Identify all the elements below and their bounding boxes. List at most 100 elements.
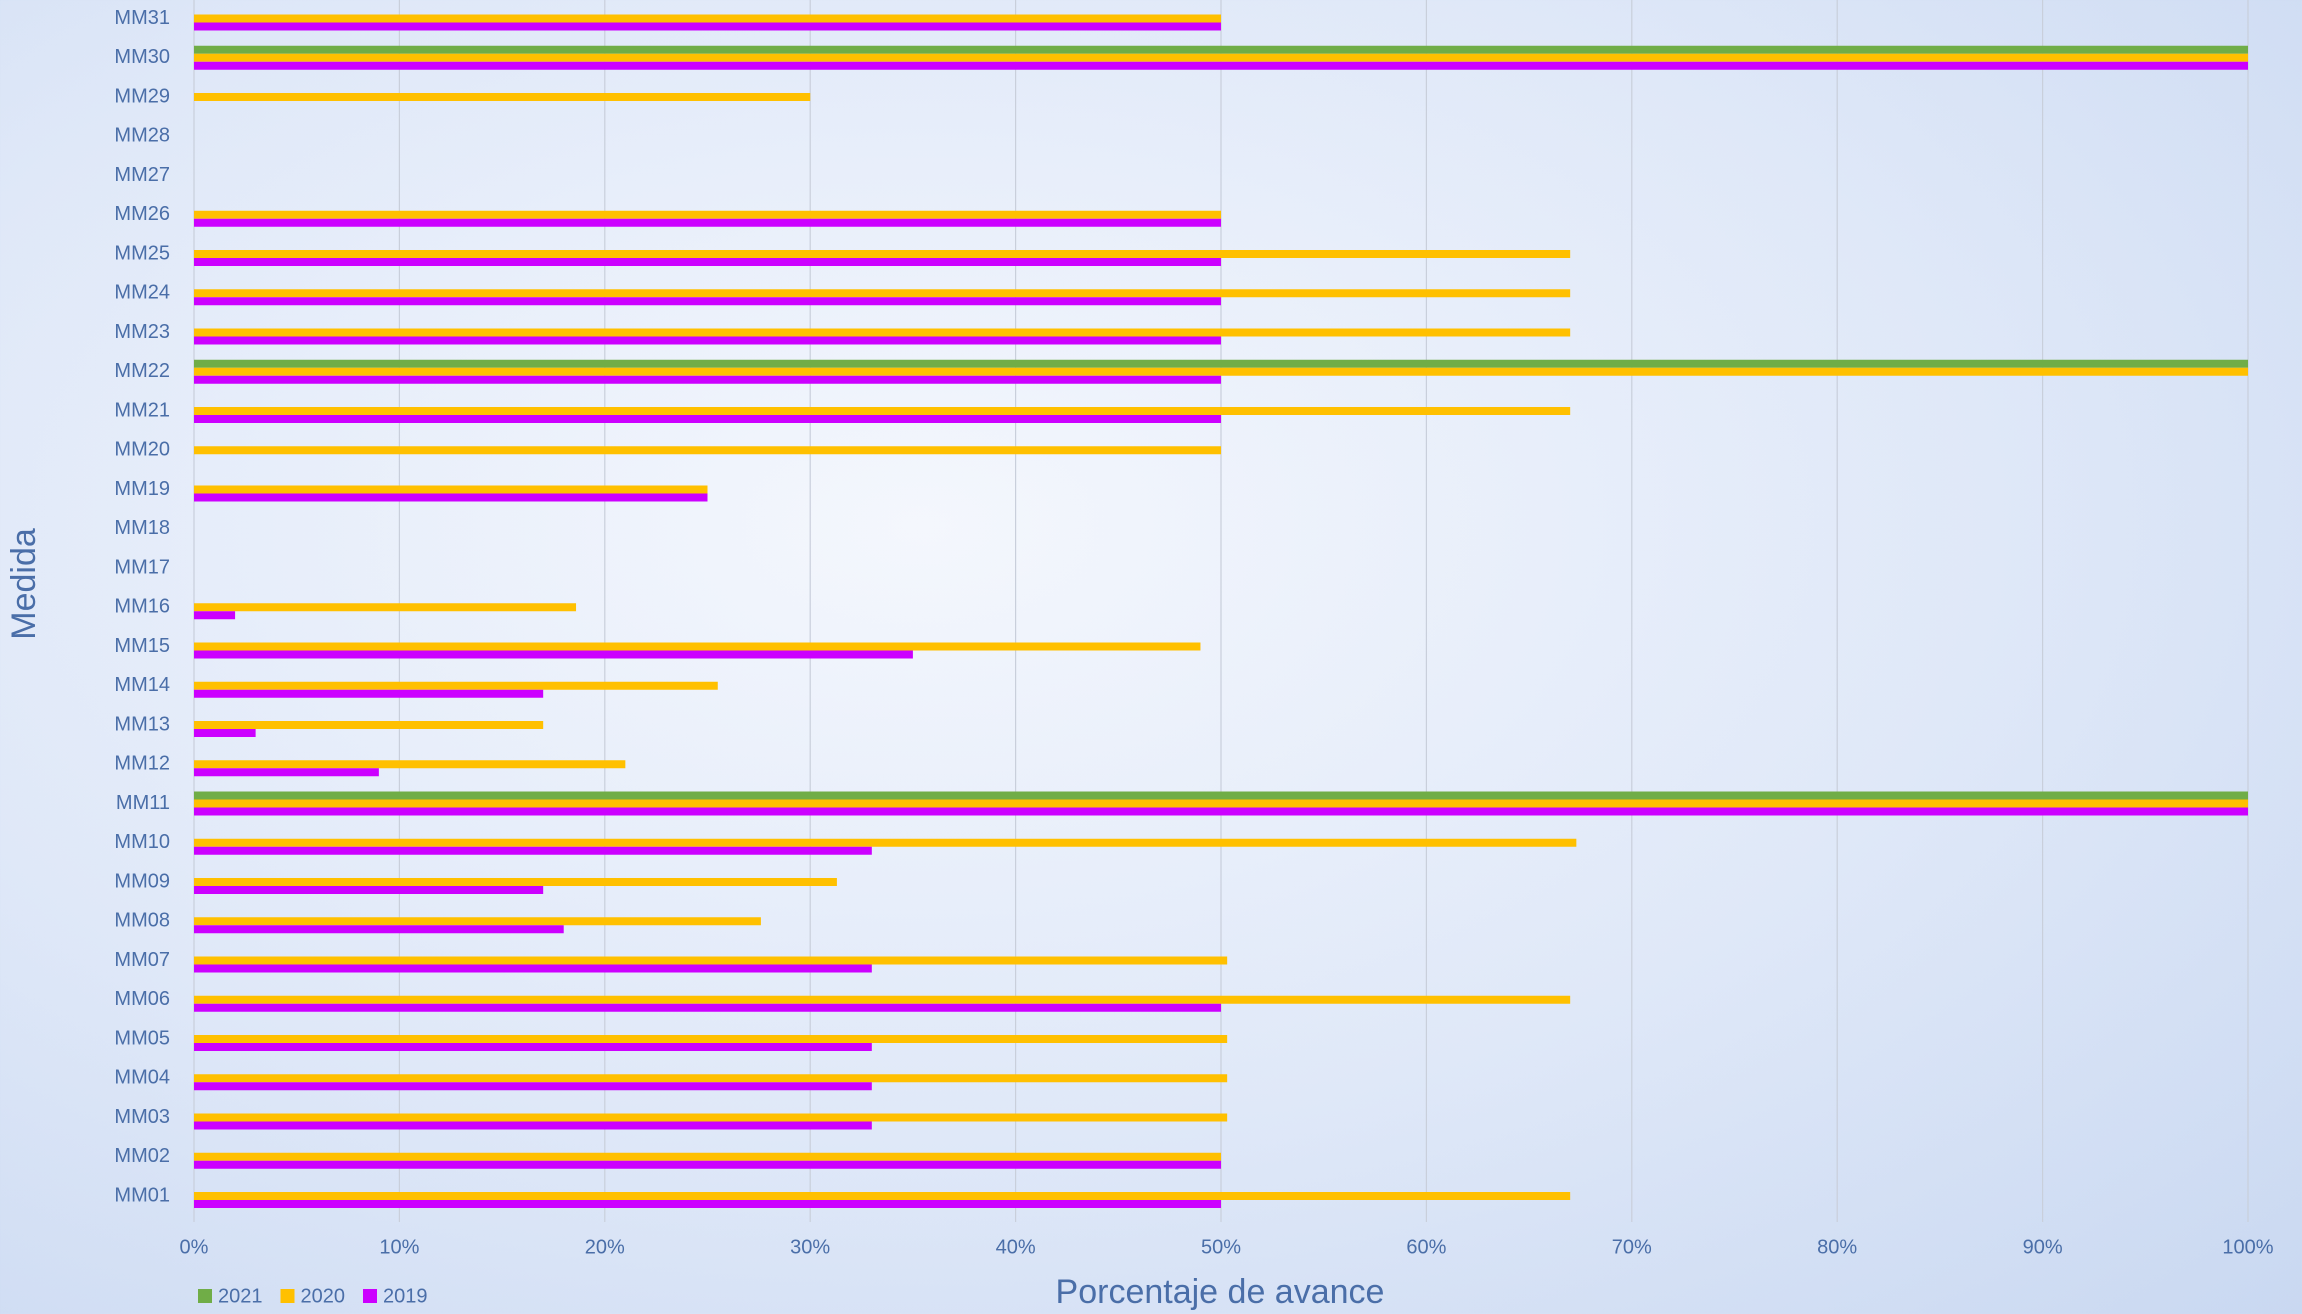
y-tick-label: MM22 (114, 360, 170, 382)
y-tick-label: MM16 (114, 596, 170, 618)
bar (194, 681, 718, 690)
x-tick-label: 10% (379, 1236, 419, 1258)
bar (194, 964, 872, 973)
bar (194, 846, 872, 855)
y-tick-label: MM17 (114, 556, 170, 578)
y-tick-label: MM11 (116, 792, 170, 814)
y-tick-label: MM10 (114, 831, 170, 853)
bar (194, 297, 1221, 306)
y-tick-label: MM23 (114, 321, 170, 343)
y-tick-label: MM08 (114, 910, 170, 932)
x-tick-label: 80% (1817, 1236, 1857, 1258)
y-tick-label: MM24 (114, 282, 170, 304)
bar (194, 995, 1571, 1004)
y-tick-label: MM21 (114, 399, 170, 421)
y-tick-label: MM27 (114, 164, 170, 186)
x-tick-label: 100% (2222, 1236, 2273, 1258)
legend-swatch (280, 1289, 295, 1303)
bar (194, 768, 379, 777)
x-axis-title: Porcentaje de avance (1056, 1273, 1385, 1311)
bar (194, 53, 2248, 62)
x-tick-label: 90% (2023, 1236, 2063, 1258)
bar (194, 917, 761, 926)
y-tick-label: MM07 (114, 949, 170, 971)
x-tick-label: 0% (180, 1236, 209, 1258)
bar (194, 1192, 1571, 1200)
bar (194, 925, 564, 934)
bar (194, 1200, 1221, 1208)
bar (194, 689, 544, 698)
bar (194, 1121, 872, 1130)
y-tick-label: MM26 (114, 203, 170, 225)
y-tick-label: MM03 (114, 1106, 170, 1128)
y-tick-label: MM18 (114, 517, 170, 539)
legend-label: 2020 (301, 1285, 346, 1307)
bar (194, 807, 2248, 816)
bar (194, 878, 837, 886)
y-tick-label: MM19 (114, 478, 170, 500)
y-tick-label: MM15 (114, 635, 170, 657)
bar (194, 721, 544, 729)
bar (194, 956, 1228, 965)
bar (194, 375, 1221, 384)
bar (194, 729, 256, 737)
bar (194, 250, 1571, 258)
y-axis-title: Medida (5, 528, 43, 640)
bar (194, 838, 1577, 847)
bar (194, 642, 1201, 651)
y-tick-label: MM04 (114, 1067, 170, 1089)
legend-label: 2019 (383, 1285, 428, 1307)
bar (194, 603, 577, 612)
bar (194, 61, 2248, 70)
bar (194, 493, 708, 502)
y-tick-label: MM30 (114, 46, 170, 68)
y-tick-label: MM02 (114, 1145, 170, 1167)
bar (194, 1043, 872, 1051)
bar (194, 1160, 1221, 1169)
legend-swatch (363, 1289, 377, 1303)
bar (194, 1082, 872, 1091)
bar (194, 1074, 1228, 1083)
bar (194, 791, 2248, 800)
bar (194, 407, 1571, 415)
x-tick-label: 20% (585, 1236, 625, 1258)
y-tick-label: MM09 (114, 870, 170, 892)
bar (194, 218, 1221, 227)
bar (194, 14, 1221, 23)
y-tick-label: MM28 (114, 125, 170, 147)
y-tick-label: MM29 (114, 85, 170, 107)
bar (194, 93, 811, 101)
y-tick-label: MM20 (114, 439, 170, 461)
bar (194, 22, 1221, 31)
bar (194, 210, 1221, 219)
x-tick-label: 40% (996, 1236, 1036, 1258)
x-tick-label: 30% (790, 1236, 830, 1258)
bar (194, 485, 708, 494)
bar (194, 1152, 1221, 1161)
bar (194, 446, 1221, 455)
bar (194, 650, 913, 659)
bar (194, 328, 1571, 337)
bar (194, 1003, 1221, 1012)
y-tick-label: MM12 (114, 753, 170, 775)
bar (194, 799, 2248, 808)
bar (194, 415, 1221, 423)
bar (194, 258, 1221, 266)
bar (194, 760, 626, 769)
y-tick-label: MM31 (114, 7, 170, 29)
bar (194, 886, 544, 894)
bar (194, 1035, 1228, 1043)
y-tick-label: MM06 (114, 988, 170, 1010)
bar (194, 289, 1571, 298)
legend-swatch (198, 1289, 212, 1303)
x-tick-label: 70% (1612, 1236, 1652, 1258)
y-tick-label: MM13 (114, 713, 170, 735)
bar (194, 359, 2248, 368)
x-tick-label: 50% (1201, 1236, 1241, 1258)
y-tick-label: MM25 (114, 242, 170, 264)
y-tick-label: MM05 (114, 1027, 170, 1049)
bar (194, 611, 236, 620)
y-tick-label: MM14 (114, 674, 170, 696)
bar (194, 1113, 1228, 1122)
